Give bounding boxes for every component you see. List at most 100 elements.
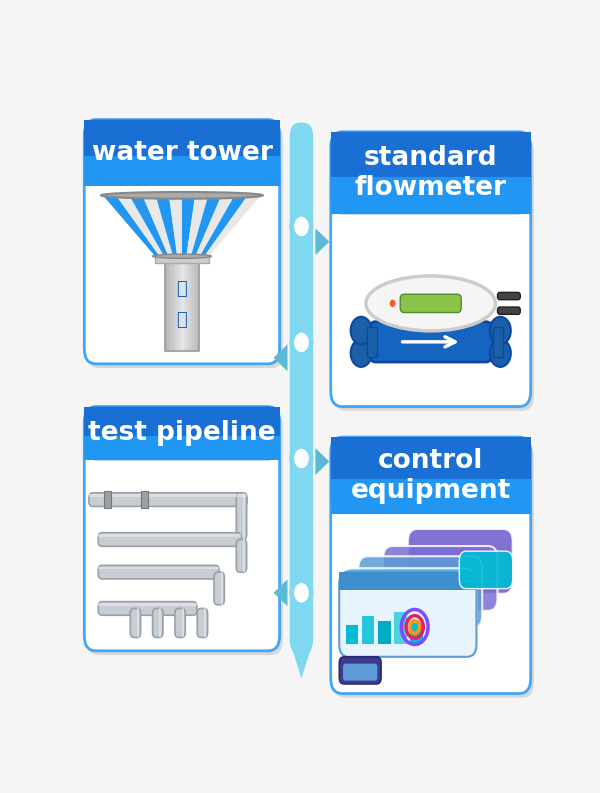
Polygon shape [116, 195, 164, 256]
Bar [419, 309, 442, 328]
Bar [410, 623, 422, 644]
Bar [331, 132, 530, 177]
Bar [169, 263, 170, 351]
Bar [362, 616, 374, 644]
Bar [182, 608, 184, 638]
Bar [367, 327, 377, 357]
Bar [84, 149, 280, 186]
FancyBboxPatch shape [383, 546, 497, 611]
Polygon shape [169, 195, 182, 256]
Text: 麦: 麦 [176, 281, 187, 298]
Bar [243, 539, 245, 573]
FancyBboxPatch shape [152, 608, 163, 638]
FancyBboxPatch shape [84, 120, 280, 364]
Bar [104, 491, 111, 508]
Bar [197, 263, 199, 351]
Bar [378, 621, 391, 644]
FancyBboxPatch shape [175, 608, 185, 638]
FancyBboxPatch shape [339, 572, 476, 657]
FancyBboxPatch shape [358, 556, 482, 628]
Polygon shape [316, 228, 329, 255]
Bar [177, 263, 179, 351]
Polygon shape [103, 195, 160, 256]
FancyBboxPatch shape [408, 529, 513, 594]
Polygon shape [191, 195, 221, 256]
Text: control
equipment: control equipment [350, 447, 511, 504]
Circle shape [294, 449, 309, 468]
Polygon shape [129, 195, 169, 256]
Bar [175, 263, 177, 351]
Bar [192, 263, 194, 351]
Polygon shape [200, 195, 248, 256]
Bar [84, 120, 280, 156]
Ellipse shape [101, 192, 263, 199]
Bar [184, 263, 185, 351]
Polygon shape [204, 195, 261, 256]
Polygon shape [196, 195, 235, 256]
Bar [84, 431, 280, 460]
Bar [196, 263, 197, 351]
Bar [179, 263, 180, 351]
Bar [172, 263, 173, 351]
FancyBboxPatch shape [331, 437, 531, 514]
FancyBboxPatch shape [339, 657, 381, 684]
FancyBboxPatch shape [98, 565, 219, 579]
FancyBboxPatch shape [497, 293, 520, 300]
Bar [346, 625, 358, 644]
FancyBboxPatch shape [290, 123, 313, 654]
Bar [170, 263, 172, 351]
FancyBboxPatch shape [400, 294, 461, 312]
FancyBboxPatch shape [84, 407, 280, 460]
Circle shape [289, 327, 314, 358]
FancyBboxPatch shape [89, 492, 247, 507]
FancyBboxPatch shape [130, 608, 140, 638]
Bar [180, 263, 182, 351]
FancyBboxPatch shape [84, 407, 280, 651]
FancyBboxPatch shape [331, 132, 531, 407]
Bar [331, 437, 530, 480]
Circle shape [289, 577, 314, 609]
Circle shape [289, 442, 314, 474]
Bar [194, 263, 196, 351]
Polygon shape [155, 195, 178, 256]
Circle shape [490, 339, 511, 367]
Polygon shape [290, 642, 313, 678]
Text: water tower: water tower [92, 140, 272, 166]
Bar [394, 612, 407, 644]
Bar [155, 256, 209, 263]
Bar [493, 327, 503, 357]
FancyBboxPatch shape [88, 124, 283, 368]
Ellipse shape [366, 276, 496, 331]
Bar [185, 263, 187, 351]
Circle shape [350, 316, 371, 344]
Bar [98, 567, 219, 569]
Bar [165, 263, 167, 351]
Bar [182, 263, 184, 351]
Circle shape [294, 216, 309, 236]
Bar [339, 572, 476, 590]
FancyBboxPatch shape [98, 602, 197, 615]
FancyBboxPatch shape [84, 120, 280, 186]
Bar [98, 534, 241, 537]
Bar [243, 492, 245, 539]
FancyBboxPatch shape [98, 533, 241, 546]
Bar [160, 608, 161, 638]
Bar [204, 608, 206, 638]
Polygon shape [274, 344, 287, 371]
Bar [165, 263, 199, 351]
Bar [98, 603, 197, 606]
Polygon shape [182, 195, 195, 256]
Polygon shape [274, 580, 287, 606]
Text: standard
flowmeter: standard flowmeter [355, 145, 507, 201]
FancyBboxPatch shape [236, 492, 247, 539]
FancyBboxPatch shape [369, 322, 493, 362]
Text: 克: 克 [176, 311, 187, 329]
Circle shape [289, 211, 314, 243]
Circle shape [294, 333, 309, 352]
Bar [89, 494, 247, 497]
FancyBboxPatch shape [497, 307, 520, 314]
Polygon shape [142, 195, 173, 256]
Bar [84, 407, 280, 436]
Circle shape [490, 316, 511, 344]
FancyBboxPatch shape [331, 437, 531, 694]
